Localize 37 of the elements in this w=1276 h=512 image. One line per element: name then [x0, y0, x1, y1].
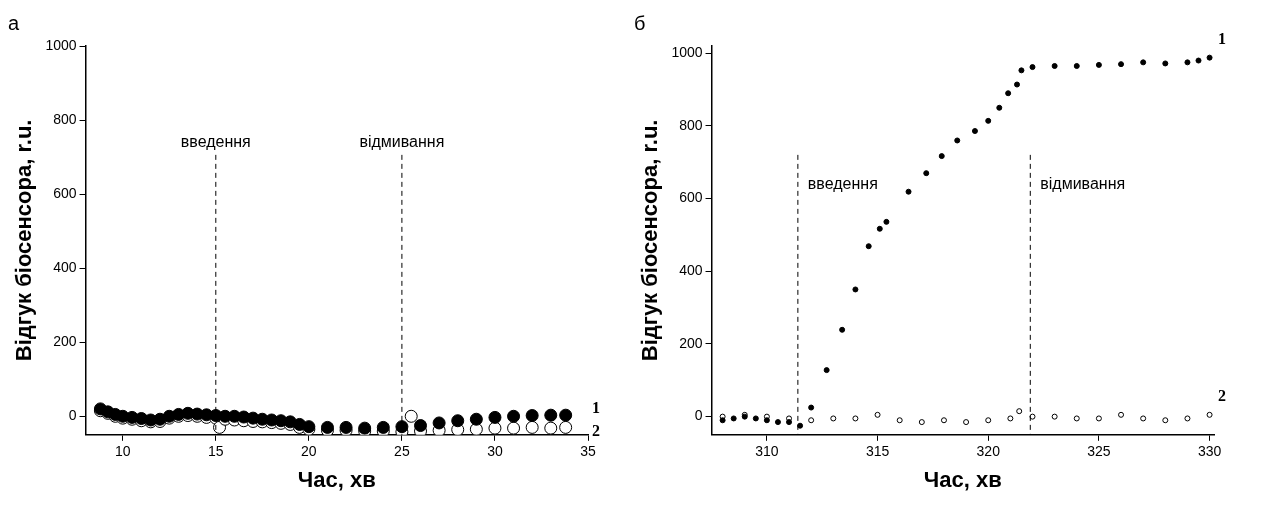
y-tick-label: 600 [679, 189, 703, 206]
x-axis-title: Час, хв [297, 466, 376, 492]
text: 1 [1218, 29, 1226, 47]
ref-line-label: відмивання [1040, 175, 1126, 193]
y-tick-label: 200 [53, 333, 77, 350]
x-tick-label: 10 [114, 443, 131, 460]
x-axis-title: Час, хв [923, 466, 1002, 492]
x-tick-label: 25 [394, 443, 410, 460]
y-tick-label: 1000 [45, 36, 77, 53]
x-tick-label: 320 [976, 443, 1001, 460]
x-tick-label: 325 [1087, 443, 1111, 460]
y-tick-label: 400 [679, 262, 703, 279]
series-label: 2 [592, 421, 600, 439]
ref-line-label: відмивання [359, 133, 445, 151]
x-tick-label: 20 [301, 443, 317, 460]
series-label: 1 [592, 399, 600, 417]
text: 2 [1218, 386, 1226, 404]
y-tick-label: 200 [679, 334, 703, 351]
x-tick-label: 330 [1197, 443, 1222, 460]
x-tick-label: 15 [208, 443, 224, 460]
x-tick-label: 35 [580, 443, 596, 460]
y-tick-label: 800 [53, 110, 77, 127]
y-axis-title: Відгук біосенсора, r.u. [11, 119, 37, 362]
y-tick-label: 600 [53, 184, 77, 201]
y-tick-label: 1000 [671, 44, 703, 61]
y-tick-label: 0 [694, 407, 703, 424]
y-tick-label: 0 [68, 407, 77, 424]
y-axis-title: Відгук біосенсора, r.u. [637, 119, 663, 362]
y-tick-label: 400 [53, 259, 77, 276]
y-tick-label: 800 [679, 116, 703, 133]
x-tick-label: 315 [865, 443, 890, 460]
chart-title: б [634, 11, 646, 34]
ref-line-label: введення [807, 175, 878, 193]
x-tick-label: 30 [487, 443, 503, 460]
ref-line-label: введення [180, 133, 251, 151]
chart-title: а [8, 11, 20, 34]
x-tick-label: 310 [755, 443, 779, 460]
